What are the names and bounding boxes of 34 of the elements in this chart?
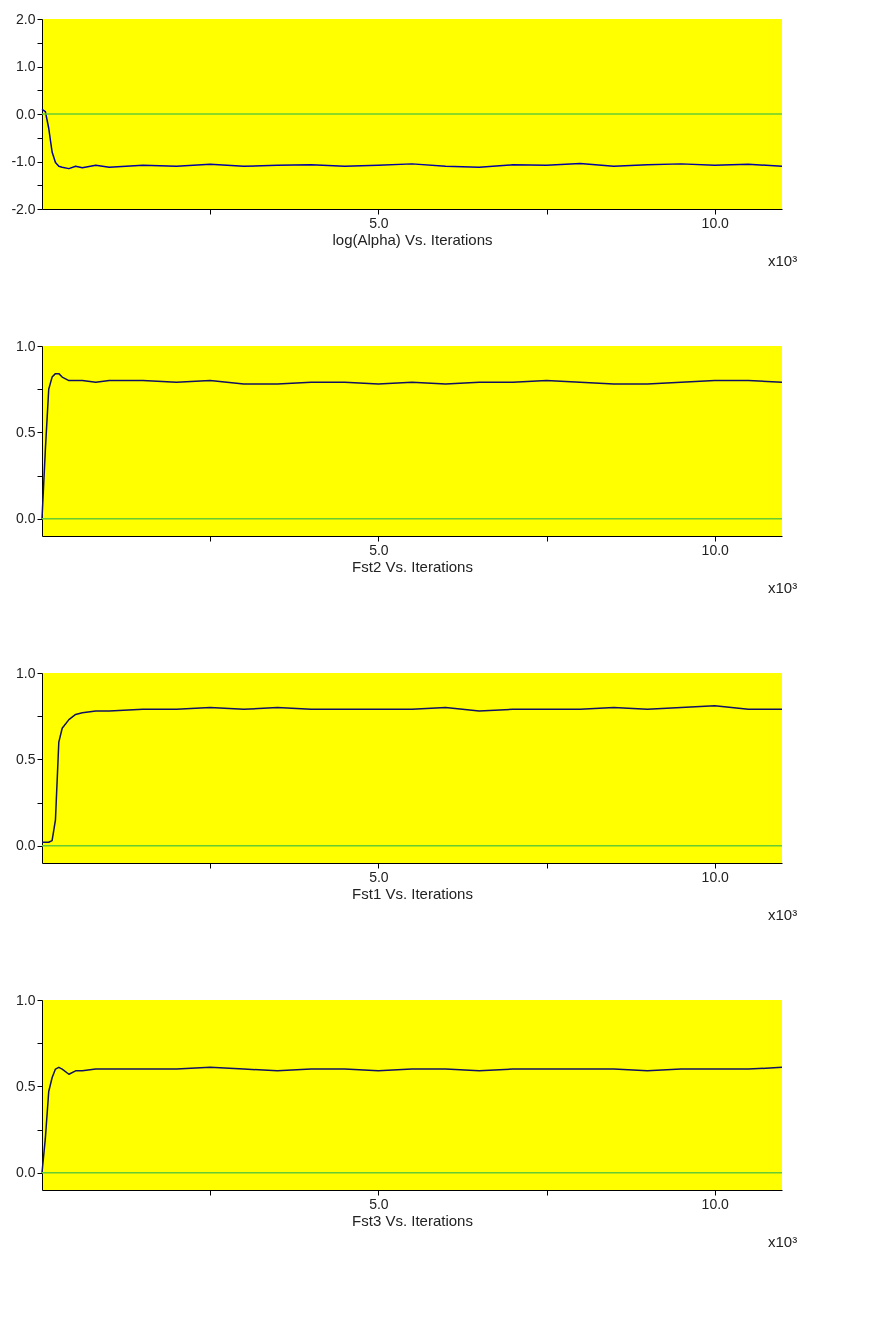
y-tick-label: 1.0 <box>16 664 36 681</box>
text: x10³ <box>768 579 798 596</box>
y-tick-label: 2.0 <box>16 10 36 27</box>
y-tick-label: 0.0 <box>16 510 36 527</box>
x-axis-title: Fst3 Vs. Iterations <box>352 1211 473 1229</box>
text: x10³ <box>768 906 798 923</box>
y-tick-label: 0.5 <box>16 423 36 440</box>
y-tick-label: 0.5 <box>16 750 36 767</box>
line-series <box>41 1066 783 1174</box>
x-axis-title: log(Alpha) Vs. Iterations <box>332 230 493 248</box>
y-tick-label: 1.0 <box>16 991 36 1008</box>
line-series <box>41 372 783 520</box>
y-tick-label: 1.0 <box>16 58 36 74</box>
line-series <box>41 108 783 170</box>
y-tick-label: -1.0 <box>11 153 36 169</box>
y-tick-label: 0.0 <box>16 837 36 854</box>
x-tick-label: 5.0 <box>369 541 389 558</box>
y-tick-label: 0.5 <box>16 1077 36 1094</box>
x-tick-label: 10.0 <box>701 541 730 558</box>
x-axis-title: Fst2 Vs. Iterations <box>352 557 473 575</box>
y-tick-label: -2.0 <box>11 200 36 217</box>
y-tick-label: 1.0 <box>16 337 36 354</box>
y-tick-label: 0.0 <box>16 1164 36 1181</box>
x-axis-title: Fst1 Vs. Iterations <box>352 884 473 902</box>
x-tick-label: 5.0 <box>369 868 389 885</box>
y-tick-label: 0.0 <box>16 105 36 122</box>
x-tick-label: 5.0 <box>369 1195 389 1212</box>
x-tick-label: 10.0 <box>701 214 730 231</box>
text: x10³ <box>768 252 798 269</box>
line-series <box>41 705 783 844</box>
x-tick-label: 10.0 <box>701 1195 730 1212</box>
text: x10³ <box>768 1233 798 1250</box>
x-tick-label: 10.0 <box>701 868 730 885</box>
x-tick-label: 5.0 <box>369 214 389 231</box>
